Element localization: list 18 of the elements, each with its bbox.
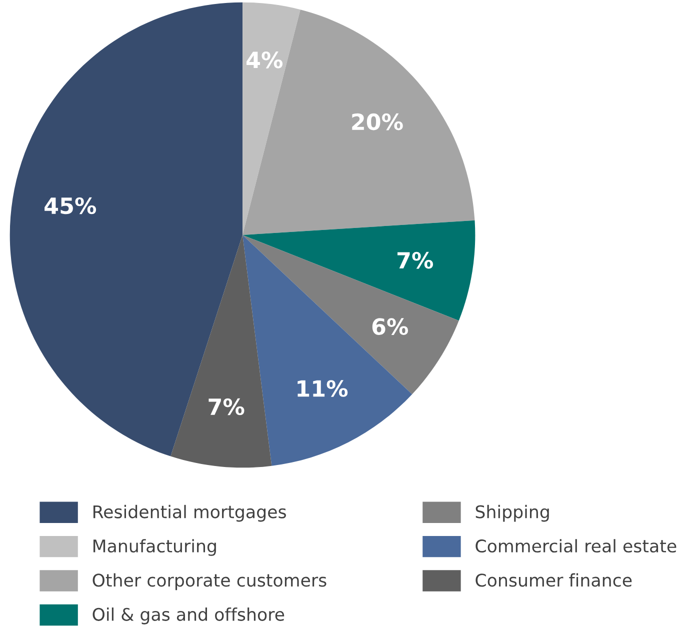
- legend-label: Other corporate customers: [92, 573, 326, 590]
- legend-label: Oil & gas and offshore: [92, 608, 284, 624]
- legend-label: Shipping: [476, 504, 549, 522]
- pie-slice: [242, 2, 300, 235]
- data-label: 7%: [208, 398, 244, 416]
- data-label: 6%: [372, 318, 408, 335]
- data-label: 4%: [246, 52, 283, 68]
- data-label: 7%: [398, 252, 434, 269]
- legend-label: Residential mortgages: [93, 504, 286, 522]
- legend-label: Commercial real estate: [476, 539, 676, 553]
- pie-slice: [242, 10, 475, 235]
- pie-slice: [170, 235, 272, 468]
- legend-label: Consumer finance: [476, 573, 632, 587]
- data-label: 11%: [298, 380, 348, 397]
- data-label: 45%: [44, 197, 96, 214]
- data-label: 20%: [352, 113, 403, 130]
- pie-slice: [10, 2, 243, 456]
- legend-label: Manufacturing: [93, 539, 216, 556]
